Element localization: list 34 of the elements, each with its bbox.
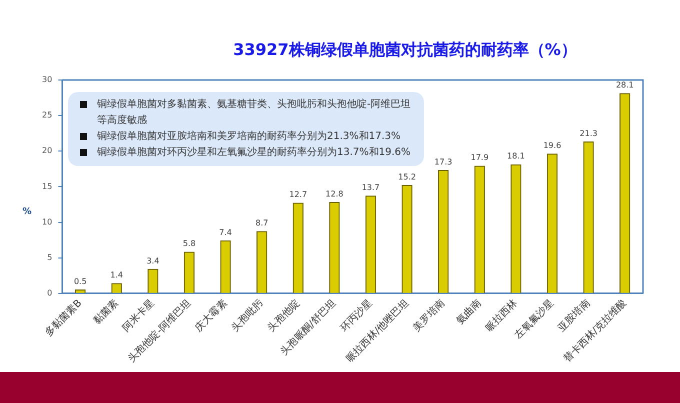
data-label: 3.4: [146, 256, 160, 266]
data-label: 15.2: [398, 172, 416, 182]
x-tick-label: 多黏菌素B: [42, 297, 84, 339]
data-label: 28.1: [616, 80, 634, 90]
x-tick-label: 氨曲南: [454, 297, 484, 327]
data-label: 8.7: [255, 218, 268, 228]
x-tick-label: 黏菌素: [90, 297, 121, 327]
x-tick-label: 庆大霉素: [192, 297, 230, 334]
x-tick-label: 头孢吡肟: [229, 297, 266, 334]
data-label: 19.6: [543, 141, 562, 150]
annotation: 铜绿假单胞菌对多黏菌素、氨基糖苷类、头孢吡肟和头孢他啶-阿维巴坦等高度敏感: [97, 98, 412, 128]
data-label: 5.8: [182, 239, 196, 248]
data-label: 7.4: [219, 228, 232, 237]
annotation: 铜绿假单胞菌对亚胺培南和美罗培南的耐药率分别为21.3%和17.3%: [97, 130, 401, 144]
y-tick-label: 0: [47, 288, 52, 298]
y-tick-label: 10: [42, 217, 52, 226]
annotation: 铜绿假单胞菌对环丙沙星和左氧氟沙星的耐药率分别为13.7%和19.6%: [97, 146, 411, 160]
x-tick-label: 美罗培南: [410, 297, 448, 334]
y-tick-label: 5: [47, 252, 52, 262]
data-label: 17.3: [434, 157, 452, 166]
data-label: 18.1: [507, 152, 525, 161]
y-axis-title: %: [22, 207, 32, 218]
data-label: 0.5: [74, 276, 87, 286]
data-label: 13.7: [362, 183, 380, 192]
data-label: 21.3: [580, 128, 598, 138]
data-label: 17.9: [470, 153, 489, 162]
data-label: 12.8: [326, 189, 344, 198]
data-label: 12.7: [289, 190, 308, 200]
data-label: 1.4: [110, 270, 123, 280]
y-tick-label: 20: [42, 146, 52, 156]
chart-title: 33927株铜绿假单胞菌对抗菌药的耐药率（%）: [232, 40, 578, 61]
y-tick-label: 15: [42, 182, 52, 191]
y-tick-label: 25: [42, 110, 52, 120]
y-tick-label: 30: [42, 75, 52, 84]
